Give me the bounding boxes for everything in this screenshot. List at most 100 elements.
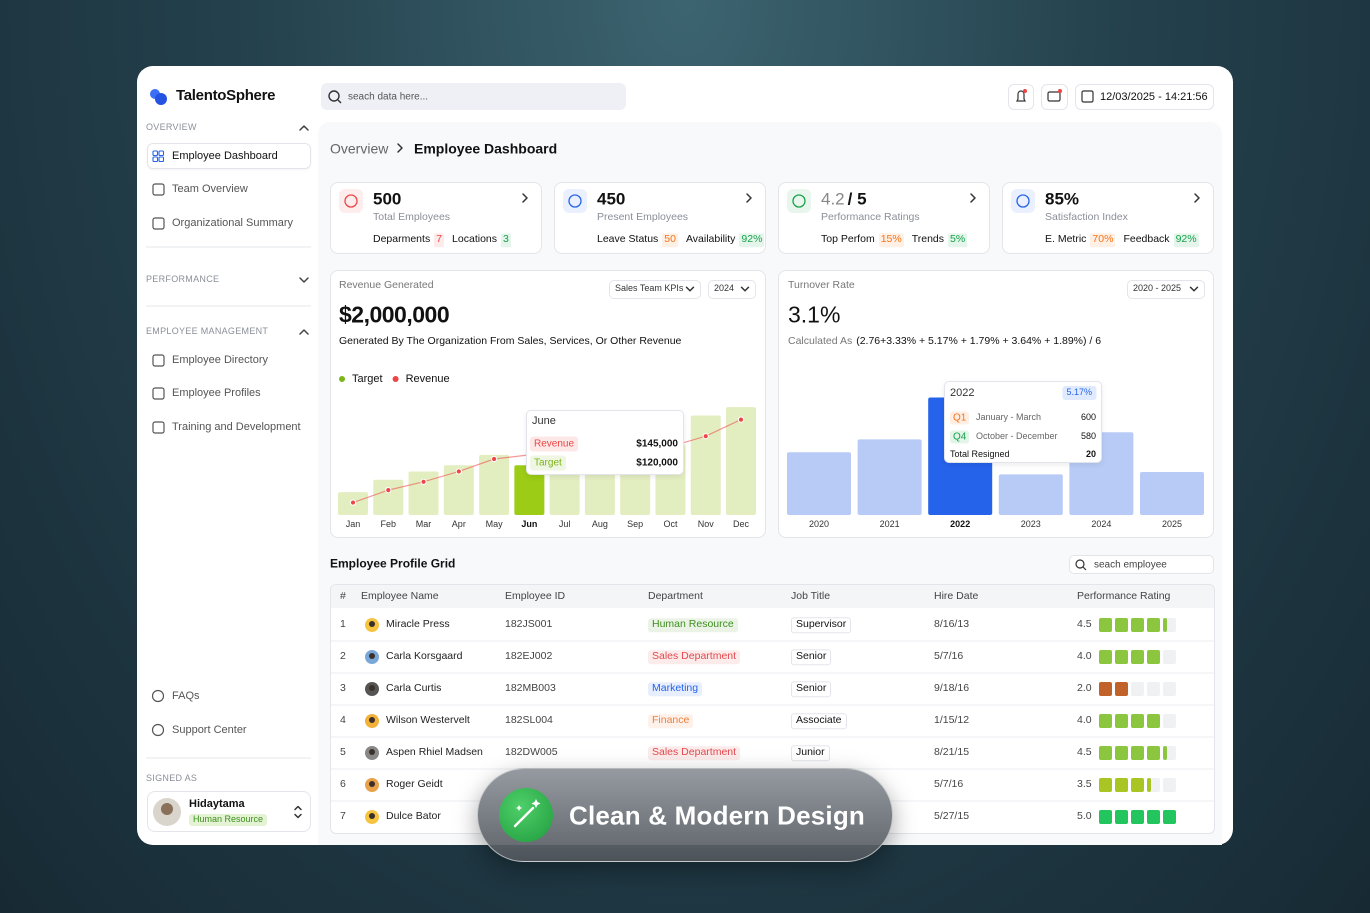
avatar <box>369 621 375 627</box>
chevron-icon <box>397 143 403 153</box>
tooltip-title: June <box>532 414 556 427</box>
feature-text: Clean & Modern Design <box>569 800 866 831</box>
bar <box>857 439 922 515</box>
nav-item[interactable]: Employee Dashboard <box>172 149 278 162</box>
logo-icon <box>155 93 167 105</box>
rating-block <box>1099 714 1112 728</box>
chart-title: Revenue Generated <box>339 279 434 292</box>
rating-block <box>1131 778 1144 792</box>
user-name: Hidaytama <box>189 797 245 810</box>
rating-block <box>1115 618 1128 632</box>
nav-item[interactable]: Organizational Summary <box>172 216 294 229</box>
dropdown-label: 2024 <box>714 283 735 294</box>
cell-job-title: Junior <box>791 745 830 761</box>
kpi-stat-label: Locations <box>452 233 497 246</box>
kpi-card[interactable] <box>330 182 542 254</box>
x-tick-label: 2020 <box>808 519 830 530</box>
calendar-icon <box>1081 90 1094 103</box>
cell-rating: 3.5 <box>1077 778 1092 791</box>
rating-block <box>1163 810 1176 824</box>
cell-job-title: Supervisor <box>791 617 852 633</box>
rating-block <box>1099 746 1112 760</box>
cell-hire-date: 9/18/16 <box>934 682 970 695</box>
kpi-stat-value: 15% <box>878 233 904 247</box>
x-tick-label: Feb <box>380 519 397 530</box>
nav-item[interactable]: Training and Development <box>172 420 301 433</box>
nav-item[interactable]: Team Overview <box>172 182 248 195</box>
rating-block <box>1099 618 1112 632</box>
kpi-stat-label: Feedback <box>1123 233 1170 246</box>
nav-icon <box>152 387 165 400</box>
chart-subtitle: Generated By The Organization From Sales… <box>339 335 682 348</box>
tooltip-label: Target <box>530 455 566 471</box>
cell-rating: 4.5 <box>1077 746 1092 759</box>
x-tick-label: Aug <box>591 519 608 530</box>
chart-subtitle: Calculated As <box>788 335 853 348</box>
x-tick-label: 2024 <box>1091 519 1112 530</box>
inbox-icon <box>1047 91 1061 102</box>
nav-item[interactable]: Employee Profiles <box>172 386 261 399</box>
legend-label: Target <box>352 372 383 385</box>
bar <box>1140 472 1204 515</box>
chevron-icon <box>970 193 976 203</box>
kpi-card[interactable] <box>554 182 766 254</box>
line-point <box>420 478 427 485</box>
chevron-icon <box>299 329 309 335</box>
nav-icon <box>152 183 165 196</box>
dropdown[interactable] <box>1127 280 1205 299</box>
table-search[interactable] <box>1069 555 1214 574</box>
tooltip-total-label: Total Resigned <box>950 449 1010 460</box>
nav-icon <box>158 150 165 157</box>
nav-item[interactable]: FAQs <box>172 689 200 702</box>
kpi-card[interactable] <box>778 182 990 254</box>
x-tick-label: Nov <box>697 519 714 530</box>
column-header: Job Title <box>791 590 831 603</box>
search-box[interactable] <box>321 83 626 110</box>
kpi-stat-value: 7 <box>434 233 445 247</box>
bar <box>443 465 474 515</box>
nav-item[interactable]: Employee Directory <box>172 353 268 366</box>
nav-icon <box>151 723 165 737</box>
nav-icon <box>152 217 165 230</box>
nav-item-active[interactable] <box>147 143 311 169</box>
rating-slot <box>1163 650 1176 664</box>
tooltip <box>526 410 684 475</box>
kpi-stat-value: 50 <box>662 233 678 247</box>
tooltip-value: 600 <box>1080 412 1096 423</box>
cell-number: 3 <box>340 682 346 695</box>
nav-icon <box>151 689 165 703</box>
cell-department: Finance <box>648 714 694 728</box>
nav-item[interactable]: Support Center <box>172 723 247 736</box>
rating-block <box>1099 650 1112 664</box>
column-header: Employee ID <box>505 590 566 603</box>
bar <box>726 407 756 515</box>
kpi-stat-label: Top Perfom <box>821 233 875 246</box>
dropdown[interactable] <box>708 280 756 299</box>
nav-icon <box>152 150 159 157</box>
section-title: PERFORMANCE <box>146 274 220 285</box>
avatar <box>161 803 173 815</box>
bar <box>998 474 1063 515</box>
kpi-value: 4.2 <box>821 189 845 209</box>
cell-number: 4 <box>340 714 346 727</box>
chevron-icon <box>1194 193 1200 203</box>
rating-block <box>1147 746 1160 760</box>
wand-icon <box>513 806 535 828</box>
chevron-icon <box>299 277 309 283</box>
inbox-button[interactable] <box>1041 84 1068 110</box>
kpi-icon-box <box>339 189 363 213</box>
legend-marker <box>392 376 399 382</box>
dropdown[interactable] <box>609 280 701 299</box>
line-point <box>490 455 498 463</box>
notification-button[interactable] <box>1008 84 1034 110</box>
chart-headline: 3.1% <box>788 301 841 328</box>
section-title: OVERVIEW <box>146 122 197 133</box>
breadcrumb-item[interactable]: Overview <box>330 140 389 157</box>
rating-block <box>1131 746 1144 760</box>
bar <box>408 471 439 515</box>
kpi-card[interactable] <box>1002 182 1214 254</box>
rating-block <box>1163 618 1167 632</box>
nav-icon <box>158 156 165 163</box>
cell-id: 182DW005 <box>505 746 558 759</box>
nav-icon <box>152 354 165 367</box>
